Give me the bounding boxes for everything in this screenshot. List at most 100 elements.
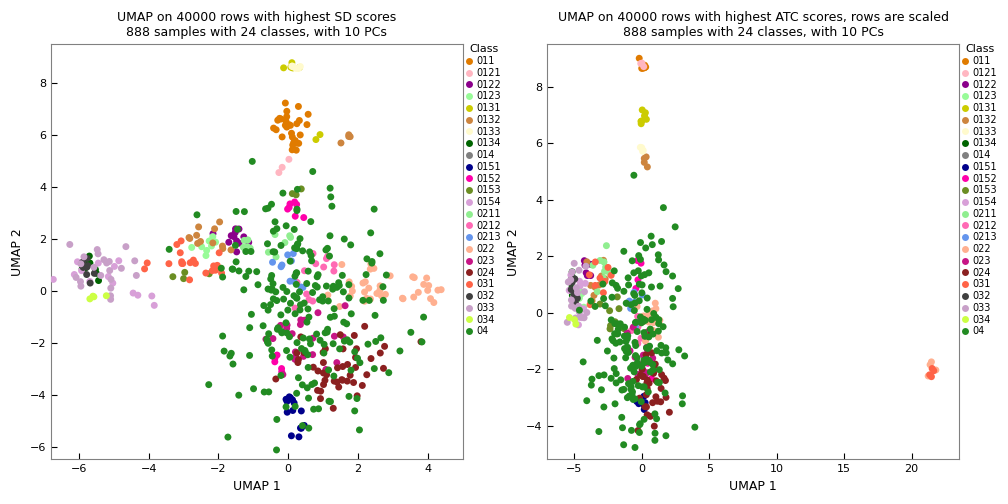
Point [660, 356, 676, 364]
Point [263, 275, 279, 283]
Point [576, 303, 592, 311]
Point [635, 65, 651, 73]
Point [347, 407, 363, 415]
Point [279, 205, 295, 213]
Point [636, 356, 652, 364]
Point [634, 289, 650, 297]
Point [287, 353, 303, 361]
Point [314, 293, 331, 301]
Point [375, 364, 391, 372]
Point [629, 302, 645, 310]
Point [414, 338, 430, 346]
Point [569, 292, 585, 300]
Point [639, 294, 655, 302]
Point [284, 190, 300, 198]
Point [618, 299, 634, 307]
Point [625, 377, 641, 386]
Point [269, 296, 285, 304]
Point [215, 242, 231, 250]
Point [560, 278, 577, 286]
Point [292, 306, 308, 314]
Point [630, 382, 646, 390]
Point [164, 273, 180, 281]
Point [236, 208, 252, 216]
Point [293, 283, 309, 291]
Point [327, 377, 343, 385]
Point [259, 335, 275, 343]
Point [241, 244, 257, 252]
Point [331, 279, 347, 287]
Point [76, 253, 92, 261]
Point [215, 332, 231, 340]
Point [627, 291, 643, 299]
Point [664, 294, 680, 302]
Point [623, 304, 639, 312]
Point [572, 282, 588, 290]
Point [404, 273, 420, 281]
Point [653, 385, 669, 393]
Point [646, 362, 662, 370]
Point [307, 260, 324, 268]
Point [922, 361, 938, 369]
Point [607, 400, 623, 408]
Point [161, 260, 177, 268]
Point [240, 236, 256, 244]
Point [644, 367, 660, 375]
Point [293, 185, 309, 193]
Point [270, 324, 286, 332]
Point [128, 272, 144, 280]
Point [626, 171, 642, 179]
Point [621, 281, 637, 289]
Point [597, 275, 613, 283]
Point [291, 64, 307, 72]
Point [579, 269, 595, 277]
Legend: 011, 0121, 0122, 0123, 0131, 0132, 0133, 0134, 014, 0151, 0152, 0153, 0154, 0211: 011, 0121, 0122, 0123, 0131, 0132, 0133,… [467, 44, 501, 337]
Point [343, 310, 359, 318]
Point [634, 117, 650, 125]
Point [639, 369, 655, 377]
Point [319, 282, 335, 290]
Point [600, 264, 616, 272]
Point [648, 393, 664, 401]
Point [75, 258, 91, 266]
Point [321, 297, 337, 305]
Point [255, 322, 271, 330]
Point [194, 243, 210, 251]
Point [294, 247, 310, 255]
Point [278, 112, 294, 120]
Point [260, 339, 276, 347]
Title: UMAP on 40000 rows with highest SD scores
888 samples with 24 classes, with 10 P: UMAP on 40000 rows with highest SD score… [117, 11, 396, 39]
Point [564, 278, 581, 286]
Point [263, 272, 279, 280]
Point [295, 352, 311, 360]
Point [285, 63, 301, 71]
X-axis label: UMAP 1: UMAP 1 [233, 480, 280, 493]
Point [260, 306, 276, 314]
Point [363, 354, 379, 362]
Point [626, 368, 642, 376]
Point [205, 239, 221, 247]
Point [93, 272, 109, 280]
Point [629, 354, 645, 362]
Point [281, 155, 297, 163]
Point [238, 247, 254, 256]
Point [296, 299, 312, 307]
Point [337, 302, 353, 310]
Point [392, 347, 408, 355]
Point [290, 355, 306, 363]
Point [210, 262, 226, 270]
Point [45, 275, 61, 283]
Point [658, 393, 674, 401]
Point [648, 415, 664, 423]
Point [640, 359, 656, 367]
Point [332, 302, 348, 310]
Point [359, 294, 375, 302]
Point [603, 322, 619, 330]
Point [284, 58, 300, 67]
Point [637, 337, 653, 345]
Point [337, 337, 353, 345]
Point [645, 360, 661, 368]
Point [359, 255, 375, 263]
Point [329, 358, 345, 366]
Point [73, 282, 89, 290]
